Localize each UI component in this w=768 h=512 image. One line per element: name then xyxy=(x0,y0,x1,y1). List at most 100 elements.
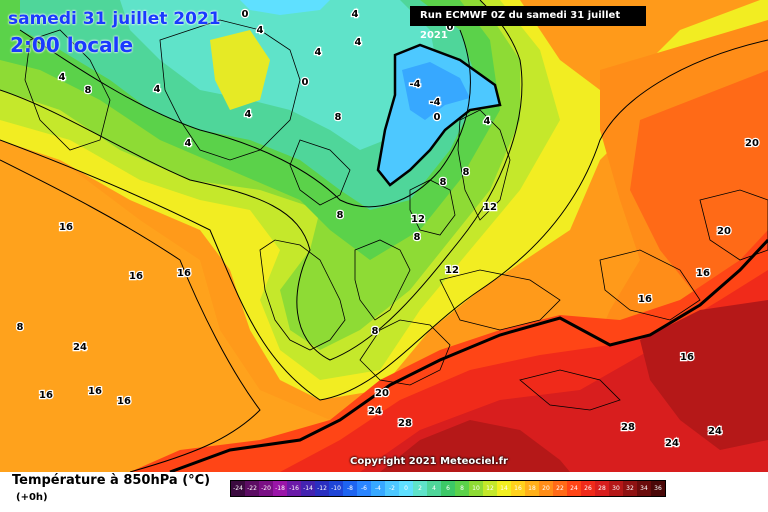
isotherm-label: 8 xyxy=(335,112,342,123)
lead-time: (+0h) xyxy=(16,492,48,503)
scale-tick-label: 18 xyxy=(528,485,536,492)
scale-cell: 2 xyxy=(413,481,427,496)
scale-cell: -12 xyxy=(315,481,329,496)
scale-cell: 28 xyxy=(595,481,609,496)
isotherm-label: 4 xyxy=(257,25,264,36)
isotherm-label: 20 xyxy=(717,226,731,237)
isotherm-2-zone xyxy=(120,0,440,150)
scale-cell: -8 xyxy=(343,481,357,496)
isotherm-label: 16 xyxy=(88,386,102,397)
isotherm-label: -4 xyxy=(429,97,440,108)
scale-tick-label: 28 xyxy=(598,485,606,492)
coastlines xyxy=(24,19,768,411)
isotherm-label: 16 xyxy=(696,268,710,279)
scale-tick-label: -24 xyxy=(233,485,243,492)
scale-tick-label: -10 xyxy=(331,485,341,492)
copyright-text: Copyright 2021 Meteociel.fr xyxy=(350,456,508,467)
scale-cell: 0 xyxy=(399,481,413,496)
isotherm-30-zone xyxy=(640,300,768,450)
forecast-date-title: samedi 31 juillet 2021 xyxy=(8,9,221,29)
scale-cell: -20 xyxy=(259,481,273,496)
scale-cell: 30 xyxy=(609,481,623,496)
isotherm-label: 8 xyxy=(85,85,92,96)
isotherm-label: 8 xyxy=(17,322,24,333)
isotherm-label: 28 xyxy=(621,422,635,433)
scale-cell: 20 xyxy=(539,481,553,496)
isotherm-label: 4 xyxy=(484,116,491,127)
isotherm-label: 16 xyxy=(177,268,191,279)
scale-cell: 10 xyxy=(469,481,483,496)
scale-cell: 34 xyxy=(637,481,651,496)
isotherm-label: 24 xyxy=(368,406,382,417)
scale-tick-label: -14 xyxy=(303,485,313,492)
isotherm-label: 8 xyxy=(440,177,447,188)
parameter-title: Température à 850hPa (°C) xyxy=(12,473,211,488)
scale-tick-label: 20 xyxy=(542,485,550,492)
isotherm-label: 16 xyxy=(39,390,53,401)
isotherm-lines xyxy=(0,0,768,472)
scale-cell: -24 xyxy=(231,481,245,496)
isotherm-label: 28 xyxy=(398,418,412,429)
isotherm-label: 0 xyxy=(447,22,454,33)
scale-tick-label: 14 xyxy=(500,485,508,492)
isotherm-label: 0 xyxy=(434,112,441,123)
forecast-time-title: 2:00 locale xyxy=(10,33,134,57)
isotherm-label: 4 xyxy=(355,37,362,48)
isotherm-label: 0 xyxy=(302,77,309,88)
isotherm-label: 4 xyxy=(185,138,192,149)
scale-cell: -18 xyxy=(273,481,287,496)
russia-warm-zone xyxy=(630,70,768,300)
scale-tick-label: 16 xyxy=(514,485,522,492)
scale-cell: 14 xyxy=(497,481,511,496)
scale-cell: -16 xyxy=(287,481,301,496)
scale-cell: 32 xyxy=(623,481,637,496)
isotherm-label: 12 xyxy=(445,265,459,276)
scale-tick-label: 22 xyxy=(556,485,564,492)
scale-cell: 6 xyxy=(441,481,455,496)
isotherm-label: 16 xyxy=(117,396,131,407)
scale-tick-label: -6 xyxy=(361,485,367,492)
isotherm-label: 16 xyxy=(129,271,143,282)
scale-cell: 24 xyxy=(567,481,581,496)
isotherm-label: 0 xyxy=(242,9,249,20)
scale-cell: -4 xyxy=(371,481,385,496)
scale-tick-label: 10 xyxy=(472,485,480,492)
scale-tick-label: 6 xyxy=(446,485,450,492)
arctic-cold-zone xyxy=(240,0,330,15)
atlantic-warm-zone xyxy=(0,130,330,472)
isotherm-label: 4 xyxy=(154,84,161,95)
scale-cell: -6 xyxy=(357,481,371,496)
scale-tick-label: -2 xyxy=(389,485,395,492)
cold-core xyxy=(402,62,470,120)
isotherm-label: 16 xyxy=(59,222,73,233)
north-africa-hot xyxy=(380,420,570,472)
scale-tick-label: 30 xyxy=(612,485,620,492)
scale-tick-label: -22 xyxy=(247,485,257,492)
isotherm-label: 8 xyxy=(463,167,470,178)
scale-tick-label: -4 xyxy=(375,485,381,492)
isotherm-label: 8 xyxy=(337,210,344,221)
isotherm-label: 12 xyxy=(411,214,425,225)
scale-tick-label: 2 xyxy=(418,485,422,492)
isotherm-label: 8 xyxy=(414,232,421,243)
isotherm-label: 4 xyxy=(352,9,359,20)
scale-tick-label: 24 xyxy=(570,485,578,492)
scale-cell: 8 xyxy=(455,481,469,496)
isotherm-label: -4 xyxy=(409,79,420,90)
scale-tick-label: -12 xyxy=(317,485,327,492)
scale-cell: -22 xyxy=(245,481,259,496)
scale-tick-label: 32 xyxy=(626,485,634,492)
scale-cell: 4 xyxy=(427,481,441,496)
isotherm-label: 4 xyxy=(245,109,252,120)
isotherm-label: 4 xyxy=(315,47,322,58)
isotherm-label: 20 xyxy=(375,388,389,399)
isotherm-label: 4 xyxy=(59,72,66,83)
scale-cell: 26 xyxy=(581,481,595,496)
isotherm-label: 16 xyxy=(680,352,694,363)
scale-cell: -14 xyxy=(301,481,315,496)
isotherm-label: 16 xyxy=(638,294,652,305)
scale-tick-label: -18 xyxy=(275,485,285,492)
